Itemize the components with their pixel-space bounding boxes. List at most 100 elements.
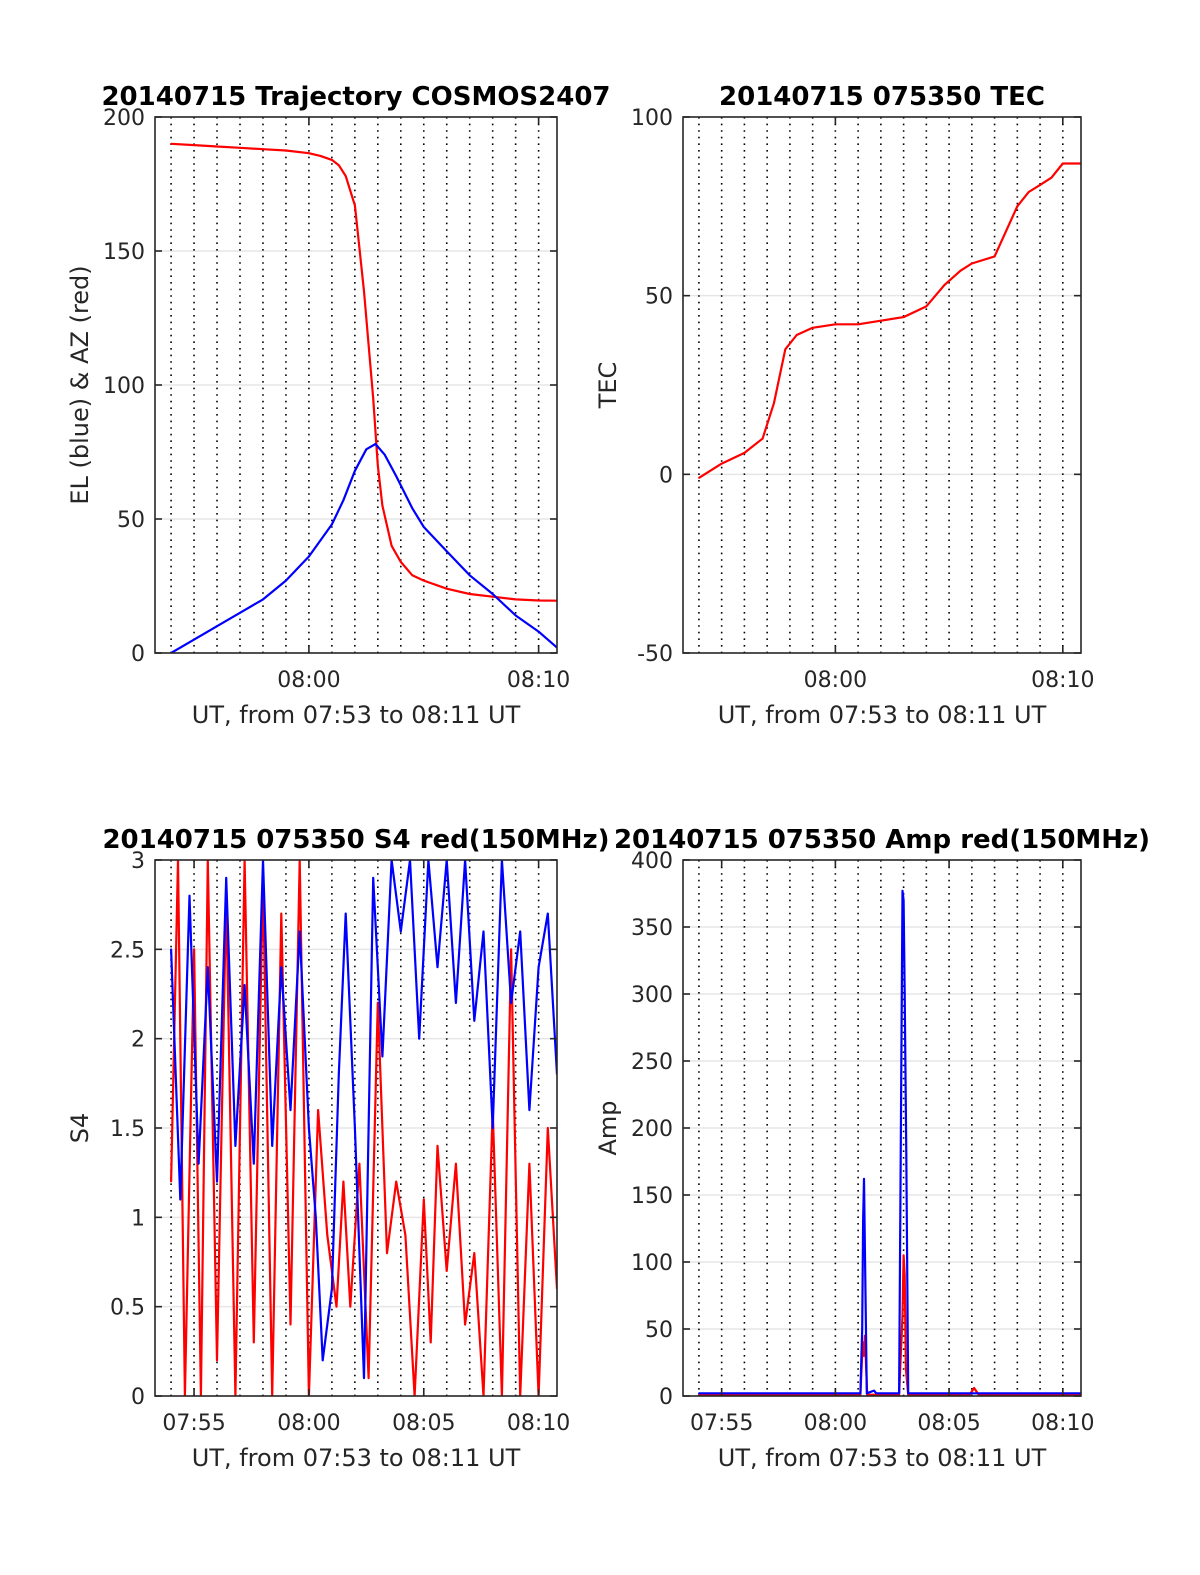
data-point: [285, 149, 287, 152]
data-point: [353, 469, 356, 472]
y-tick-label: 3: [131, 849, 145, 874]
data-point: [422, 579, 425, 582]
data-point: [925, 305, 928, 308]
chart-panel-3: 0 0.5 1 1.5 2 2.5 3 07:55 08:00 08:05 08:10 2014071…: [66, 825, 610, 1472]
data-point: [546, 1127, 549, 1129]
data-point: [943, 284, 946, 286]
x-tick-label: 07:55: [690, 1411, 753, 1436]
series-line-2: [170, 860, 557, 1380]
data-point: [698, 1392, 700, 1395]
data-point: [363, 290, 365, 293]
data-point: [330, 158, 333, 161]
x-tick-label: 08:00: [804, 668, 867, 693]
data-point: [216, 625, 218, 628]
data-point: [193, 948, 195, 951]
data-point: [395, 1180, 398, 1183]
data-point: [216, 1359, 218, 1362]
data-point: [445, 587, 448, 590]
x-tick-label: 08:05: [392, 1411, 455, 1436]
data-point: [1050, 176, 1053, 179]
data-point: [188, 894, 191, 897]
data-point: [528, 1109, 531, 1112]
data-point: [436, 966, 439, 969]
x-axis-label: UT, from 07:53 to 08:11 UT: [192, 701, 521, 729]
data-point: [252, 1341, 255, 1344]
data-point: [330, 523, 333, 526]
y-tick-label: 50: [645, 285, 673, 310]
chart-title: 20140715 075350 TEC: [719, 82, 1045, 112]
data-point: [1039, 183, 1041, 186]
data-point: [376, 464, 379, 467]
data-point: [337, 164, 340, 167]
data-point: [422, 1198, 425, 1201]
data-point: [537, 630, 540, 633]
x-tick-label: 08:00: [804, 1411, 867, 1436]
data-point: [363, 1377, 365, 1380]
x-axis-label: UT, from 07:53 to 08:11 UT: [718, 701, 1047, 729]
data-point: [510, 948, 512, 951]
data-point: [898, 1392, 900, 1395]
axes-box: [682, 116, 1082, 654]
data-point: [873, 1389, 875, 1392]
data-point: [399, 930, 402, 933]
data-point: [907, 1392, 910, 1395]
plot-area: [683, 117, 1081, 653]
data-point: [904, 1368, 907, 1371]
data-point: [381, 1055, 384, 1058]
chart-title: 20140715 Trajectory COSMOS2407: [101, 82, 610, 112]
data-point: [959, 269, 962, 272]
data-point: [445, 1270, 448, 1272]
data-point: [546, 912, 549, 915]
data-point: [773, 401, 775, 404]
data-point: [422, 526, 425, 528]
data-point: [395, 475, 398, 478]
data-point: [418, 1037, 421, 1040]
data-point: [342, 1180, 345, 1183]
x-tick-label: 08:10: [1031, 668, 1094, 693]
chart-title: 20140715 075350 Amp red(150MHz): [614, 825, 1150, 855]
data-point: [252, 1162, 255, 1165]
data-point: [834, 323, 837, 326]
data-point: [903, 993, 906, 995]
data-point: [289, 1323, 292, 1326]
y-tick-label: -50: [637, 642, 673, 667]
data-point: [473, 1252, 476, 1254]
data-point: [344, 175, 347, 177]
data-point: [1061, 162, 1064, 165]
data-point: [537, 966, 540, 969]
data-point: [386, 1252, 388, 1254]
data-point: [372, 876, 375, 879]
data-point: [216, 1180, 218, 1183]
data-point: [280, 912, 283, 915]
data-point: [514, 598, 517, 601]
data-point: [698, 477, 700, 479]
y-tick-label: 300: [631, 983, 673, 1008]
data-point: [193, 144, 195, 147]
data-point: [761, 437, 764, 440]
data-point: [473, 1019, 476, 1022]
y-axis-label: TEC: [594, 362, 622, 410]
y-axis-label: Amp: [594, 1100, 622, 1155]
data-point: [902, 1254, 905, 1257]
data-point: [372, 397, 375, 400]
data-point: [342, 499, 345, 502]
data-point: [411, 574, 414, 577]
data-point: [510, 1002, 512, 1004]
data-point: [271, 1144, 274, 1147]
y-tick-label: 200: [103, 106, 145, 131]
data-point: [353, 1127, 356, 1129]
data-point: [464, 1323, 467, 1326]
data-point: [337, 1073, 340, 1076]
data-point: [367, 1377, 370, 1380]
data-point: [468, 574, 471, 577]
data-point: [901, 1314, 904, 1317]
data-point: [319, 154, 322, 157]
y-tick-label: 0.5: [110, 1296, 145, 1321]
data-point: [317, 1109, 319, 1112]
data-point: [879, 319, 882, 322]
y-tick-label: 50: [645, 1318, 673, 1343]
data-point: [335, 1305, 338, 1308]
data-point: [365, 448, 368, 451]
y-tick-label: 400: [631, 849, 673, 874]
